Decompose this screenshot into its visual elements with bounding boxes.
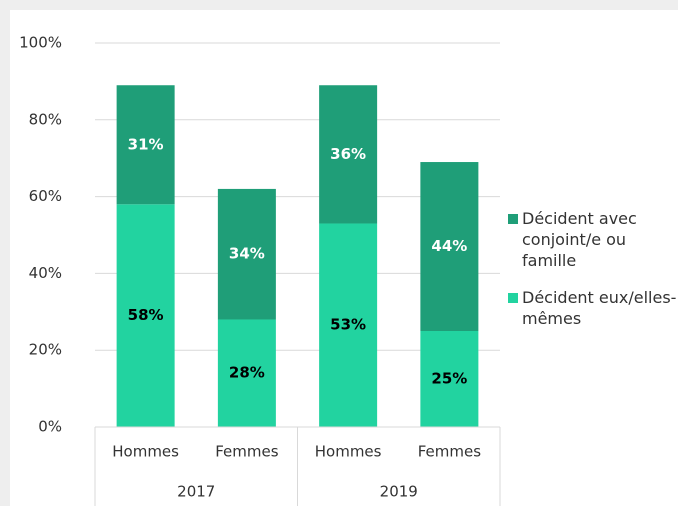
value-label: 44%: [431, 237, 467, 255]
y-tick-label: 40%: [29, 264, 62, 282]
bar-segment: [420, 162, 479, 331]
y-tick-label: 80%: [29, 110, 62, 128]
bar-segment: [420, 331, 479, 427]
bar-segment: [217, 319, 276, 427]
chart-panel: 0% 20% 40% 60% 80% 100% 58% 28% 53% 25% 31% 34% 36% 4…: [10, 10, 678, 506]
group-label: 2017: [177, 483, 215, 501]
legend-label: Décident eux/elles-mêmes: [522, 288, 677, 328]
x-tick-label: Femmes: [215, 443, 278, 461]
y-tick-label: 20%: [29, 341, 62, 359]
value-label: 28%: [229, 364, 265, 382]
y-tick-label: 60%: [29, 187, 62, 205]
legend-item: Décident eux/elles-mêmes: [508, 287, 678, 329]
bar-segment: [319, 85, 378, 224]
value-label: 31%: [128, 135, 164, 153]
value-label: 34%: [229, 245, 265, 263]
legend-item: Décident avec conjoint/e ou famille: [508, 208, 678, 271]
value-label: 36%: [330, 145, 366, 163]
value-label: 53%: [330, 316, 366, 334]
bar-segment: [217, 188, 276, 320]
x-tick-label: Hommes: [112, 443, 179, 461]
group-label: 2019: [380, 483, 418, 501]
chart: 0% 20% 40% 60% 80% 100% 58% 28% 53% 25% 31% 34% 36% 4…: [19, 34, 501, 506]
legend-swatch: [508, 293, 518, 303]
y-tick-label: 100%: [19, 34, 62, 52]
bar-segment: [116, 85, 175, 205]
legend-label: Décident avec conjoint/e ou famille: [522, 209, 637, 270]
bar-segment: [116, 204, 175, 427]
bar-segment: [319, 223, 378, 427]
legend-swatch: [508, 214, 518, 224]
x-tick-label: Hommes: [315, 443, 382, 461]
y-tick-label: 0%: [38, 418, 62, 436]
value-label: 58%: [128, 306, 164, 324]
legend: Décident avec conjoint/e ou famille Décid…: [508, 208, 678, 345]
x-tick-label: Femmes: [418, 443, 481, 461]
value-label: 25%: [431, 370, 467, 388]
